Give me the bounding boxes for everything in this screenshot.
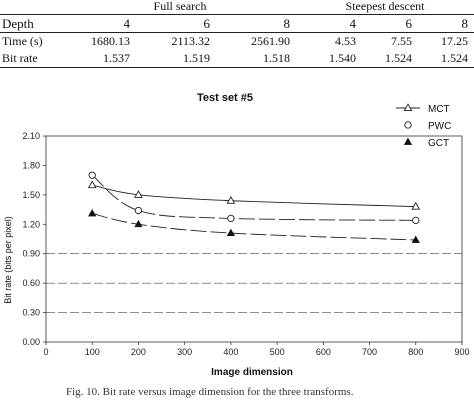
- x-tick-label: 300: [177, 347, 192, 357]
- data-point-mct: [87, 180, 97, 189]
- y-tick-label: 1.80: [22, 160, 40, 170]
- x-tick-label: 600: [316, 347, 331, 357]
- table-row: Bit rate 1.537 1.519 1.518 1.540 1.524 1…: [0, 50, 474, 68]
- x-tick-label: 200: [131, 347, 146, 357]
- y-tick-label: 0.30: [22, 308, 40, 318]
- y-tick-label: 1.50: [22, 190, 40, 200]
- legend-marker-gct: [403, 137, 413, 145]
- legend-marker-pwc: [404, 121, 412, 129]
- row-label-depth: Depth: [0, 14, 64, 33]
- x-axis-label: Image dimension: [211, 367, 293, 378]
- table-row: Time (s) 1680.13 2113.32 2561.90 4.53 7.…: [0, 33, 474, 51]
- bitrate-cell: 1.518: [216, 50, 297, 68]
- time-cell: 7.55: [391, 34, 413, 48]
- legend-marker-mct: [403, 103, 413, 112]
- group-steepest-descent: Steepest descent: [345, 0, 425, 13]
- data-point-pwc: [412, 216, 420, 225]
- time-cell: 1680.13: [91, 34, 130, 48]
- row-label-bit-rate: Bit rate: [0, 50, 64, 68]
- time-cell: 4.53: [335, 34, 357, 48]
- y-tick-label: 0.90: [22, 249, 40, 259]
- x-tick-label: 0: [43, 347, 48, 357]
- table-header-row: Depth 4 6 8 4 6 8: [0, 14, 474, 33]
- table-corner: [0, 0, 64, 15]
- y-axis-label: Bit rate (bits per pixel): [3, 216, 13, 304]
- depth-cell: 8: [216, 14, 297, 33]
- legend-label-mct: MCT: [428, 104, 450, 115]
- time-cell: 17.25: [441, 34, 469, 48]
- series-line-gct: [92, 213, 416, 241]
- depth-cell: 4: [296, 14, 363, 33]
- group-full-search: Full search: [153, 0, 207, 13]
- data-point-pwc: [88, 171, 96, 179]
- data-point-gct: [411, 235, 420, 243]
- data-point-mct: [411, 201, 421, 210]
- x-tick-label: 100: [85, 347, 100, 357]
- data-point-gct: [226, 228, 236, 237]
- axis-layer: Test set #5 Image dimension Bit rate (bi…: [3, 92, 293, 378]
- data-point-pwc: [227, 214, 235, 223]
- row-label-time: Time (s): [2, 34, 43, 48]
- plot-layer: 0.00 0.30 0.60 0.90 1.20 1.50 1.80 2.10 0 100 200 3…: [22, 131, 469, 357]
- legend-label-gct: GCT: [428, 138, 449, 149]
- chart-legend: MCT PWC GCT: [396, 103, 451, 149]
- bitrate-cell: 1.524: [418, 50, 474, 68]
- bitrate-cell: 1.537: [64, 50, 136, 68]
- figure-caption: Fig. 10. Bit rate versus image dimension…: [66, 386, 354, 398]
- depth-cell: 8: [418, 14, 474, 33]
- data-point-mct: [134, 190, 143, 198]
- plot-area-frame: [45, 135, 463, 343]
- y-tick-label: 1.20: [22, 219, 40, 229]
- results-table: Full search Steepest descent Depth 4 6 8…: [0, 0, 474, 68]
- x-tick-label: 900: [454, 347, 469, 357]
- y-tick-label: 0.00: [22, 337, 40, 347]
- bitrate-cell: 1.540: [296, 50, 363, 68]
- y-tick-label: 0.60: [22, 278, 40, 288]
- chart-title: Test set #5: [197, 92, 253, 104]
- series-line-mct: [92, 184, 416, 208]
- table-group-row: Full search Steepest descent: [0, 0, 474, 15]
- time-cell: 2561.90: [251, 34, 291, 48]
- bit-rate-chart: 0.00 0.30 0.60 0.90 1.20 1.50 1.80 2.10 0 100 200 3…: [3, 92, 470, 378]
- x-tick-label: 700: [362, 347, 377, 357]
- data-point-gct: [88, 209, 97, 217]
- results-table-wrap: Full search Steepest descent Depth 4 6 8…: [0, 0, 474, 68]
- series-line-pwc: [91, 174, 416, 221]
- data-point-gct: [134, 219, 143, 228]
- legend-label-pwc: PWC: [428, 121, 451, 132]
- x-tick-label: 800: [408, 347, 423, 357]
- data-point-mct: [226, 196, 236, 204]
- depth-cell: 6: [362, 14, 419, 33]
- depth-cell: 4: [64, 14, 136, 33]
- bitrate-cell: 1.524: [362, 50, 419, 68]
- data-point-pwc: [134, 206, 143, 215]
- x-tick-label: 500: [270, 347, 285, 357]
- y-tick-label: 2.10: [22, 131, 40, 141]
- x-tick-label: 400: [223, 347, 238, 357]
- bitrate-cell: 1.519: [136, 50, 216, 68]
- depth-cell: 6: [136, 14, 216, 33]
- time-cell: 2113.32: [171, 34, 210, 48]
